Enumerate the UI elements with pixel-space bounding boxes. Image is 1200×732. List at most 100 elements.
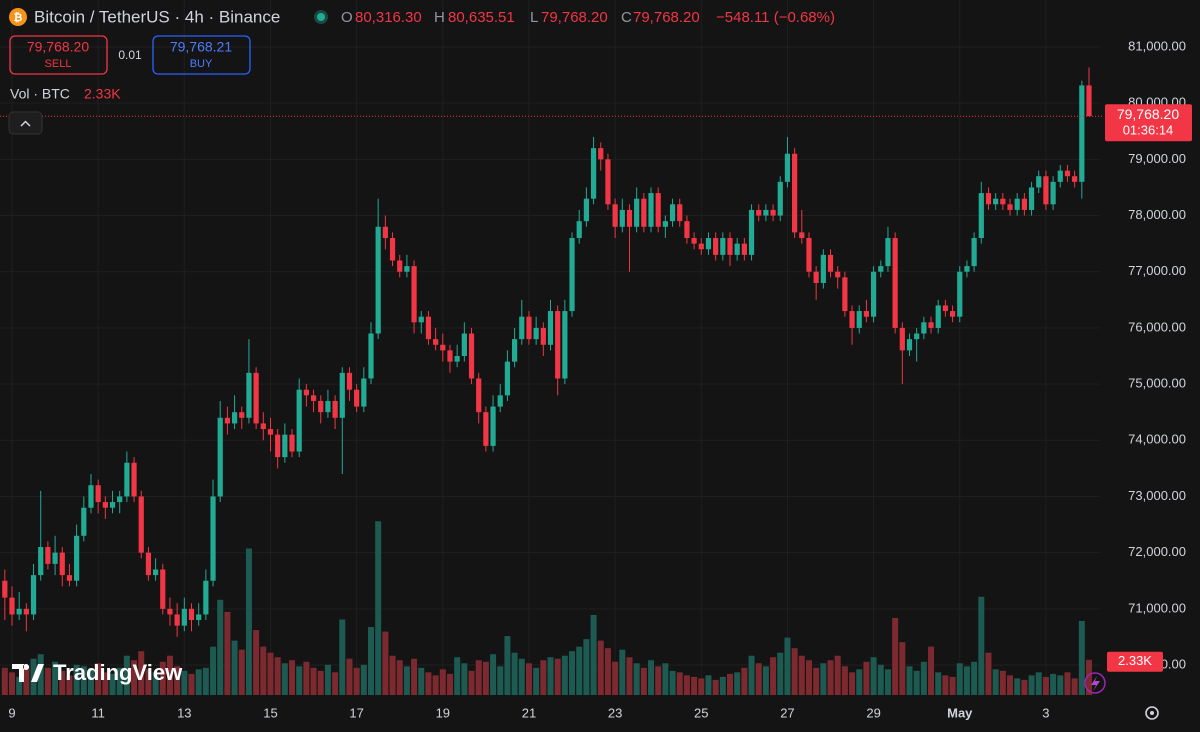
volume-bar (396, 660, 403, 695)
volume-bar (52, 661, 59, 695)
volume-value: 2.33K (84, 86, 121, 102)
market-status-dot (317, 13, 325, 21)
candle-body (9, 597, 15, 615)
x-tick-label: 25 (694, 705, 708, 720)
volume-bar (734, 672, 741, 695)
candle-body (397, 260, 403, 272)
candle-body (863, 311, 870, 317)
candle-body (827, 254, 834, 272)
candle-body (418, 316, 424, 323)
candle-body (756, 209, 762, 216)
volume-bar (260, 646, 267, 695)
candle-body (519, 316, 525, 340)
volume-bar (784, 637, 791, 695)
volume-bar (174, 666, 181, 695)
x-tick-label: 29 (866, 705, 880, 720)
candle-body (454, 356, 460, 362)
last-price-label: 79,768.20 (1117, 106, 1179, 122)
candle-body (677, 204, 683, 222)
candle-body (1050, 181, 1056, 205)
volume-bar (569, 651, 576, 695)
overlay: 70,000.0071,000.0072,000.0073,000.0074,0… (0, 38, 1192, 720)
collapse-icon (20, 120, 31, 127)
candle-body (231, 412, 238, 424)
ohlc-value: 80,316.30 (355, 9, 422, 26)
candle-body (275, 434, 281, 458)
volume-bar (705, 675, 712, 695)
volume-bar (992, 669, 999, 695)
candle-body (476, 378, 482, 413)
volume-bar (612, 661, 619, 695)
candle-body (957, 271, 963, 317)
volume-bar (324, 664, 331, 695)
volume-bar (1035, 672, 1042, 695)
volume-bar (23, 666, 30, 695)
volume-bar (518, 658, 525, 695)
candle-body (1079, 85, 1085, 182)
volume-bar (511, 652, 518, 695)
candle-body (705, 238, 712, 250)
candle-body (483, 412, 489, 446)
volume-bar (87, 669, 94, 695)
candle-body (45, 547, 51, 564)
candle-body (289, 434, 295, 452)
volume-bar (906, 666, 913, 695)
candle-body (849, 311, 855, 328)
volume-bar (317, 670, 324, 695)
y-tick-label: 73,000.00 (1128, 488, 1186, 503)
brand: TradingView (53, 660, 183, 685)
volume-bar (820, 663, 827, 695)
volume-bar (159, 661, 166, 695)
volume-bar (669, 670, 676, 695)
volume-bar (648, 660, 655, 695)
volume-bar (1086, 659, 1092, 695)
volume-bar (884, 669, 891, 695)
last-price-box (1105, 104, 1192, 142)
ohlc-value: 80,635.51 (448, 9, 515, 26)
volume-bar (971, 661, 978, 695)
candle-body (533, 327, 539, 340)
volume-bar (1057, 675, 1064, 695)
candle-body (181, 608, 187, 626)
candle-body (842, 277, 848, 312)
candle-body (662, 221, 668, 227)
volume-bar (166, 655, 173, 695)
collapse-button[interactable] (8, 111, 43, 135)
candle-body (885, 238, 891, 267)
candle-body (763, 209, 769, 216)
candle-body (167, 608, 173, 615)
candle-body (547, 311, 554, 345)
volume-bar (59, 670, 66, 695)
candle-body (389, 238, 396, 261)
candle-body (612, 204, 618, 227)
volume-bar (346, 658, 353, 695)
candle-body (921, 322, 927, 334)
symbol[interactable]: Bitcoin / TetherUS · 4h · Binance (34, 7, 280, 26)
buy-button[interactable] (152, 35, 251, 75)
sell-button[interactable] (9, 35, 108, 75)
candle-body (856, 311, 862, 328)
volume-bar (389, 655, 396, 695)
candle-body (792, 153, 798, 233)
candle-body (504, 361, 511, 396)
candle-body (605, 159, 611, 205)
volume-bar (834, 655, 841, 695)
volume-bar (102, 672, 109, 695)
alert-icon[interactable] (1084, 672, 1106, 694)
x-tick-label: 9 (8, 705, 15, 720)
volume-bar (540, 660, 547, 695)
volume-bar (619, 649, 626, 695)
candle-body (1072, 176, 1078, 182)
volume-bar (719, 676, 726, 695)
quantity: 0.01 (118, 48, 142, 62)
brand-logo (12, 664, 44, 682)
candle-body (748, 209, 755, 255)
settings-icon[interactable] (1145, 706, 1159, 720)
candle-body (914, 333, 920, 340)
candle-body (1000, 198, 1006, 205)
volume-bar (928, 646, 935, 695)
ohlc-value: 79,768.20 (541, 9, 608, 26)
volume-bar (899, 642, 906, 695)
volume-bar (238, 649, 245, 695)
